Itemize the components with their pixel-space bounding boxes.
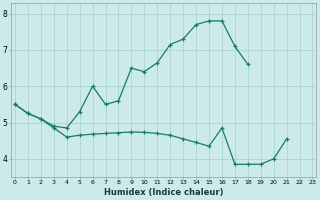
X-axis label: Humidex (Indice chaleur): Humidex (Indice chaleur): [104, 188, 223, 197]
